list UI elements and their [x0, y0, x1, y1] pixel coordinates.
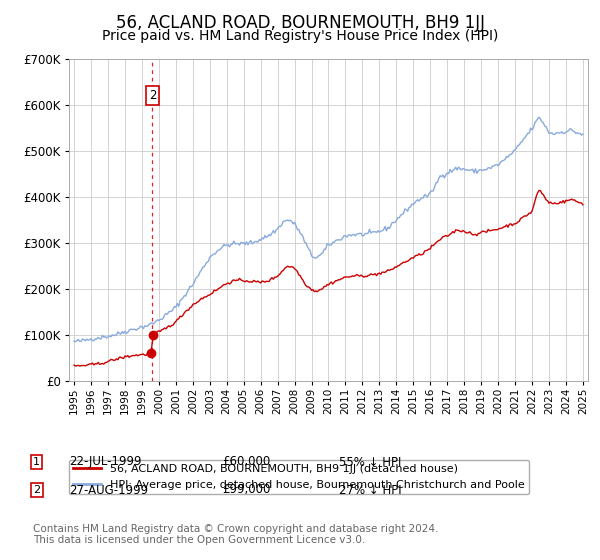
Legend: 56, ACLAND ROAD, BOURNEMOUTH, BH9 1JJ (detached house), HPI: Average price, deta: 56, ACLAND ROAD, BOURNEMOUTH, BH9 1JJ (d…: [69, 460, 529, 494]
Text: 1: 1: [33, 457, 40, 467]
Text: 55% ↓ HPI: 55% ↓ HPI: [339, 455, 401, 469]
Text: 2: 2: [33, 485, 40, 495]
Text: Contains HM Land Registry data © Crown copyright and database right 2024.
This d: Contains HM Land Registry data © Crown c…: [33, 524, 439, 545]
Text: Price paid vs. HM Land Registry's House Price Index (HPI): Price paid vs. HM Land Registry's House …: [102, 29, 498, 43]
Text: 56, ACLAND ROAD, BOURNEMOUTH, BH9 1JJ: 56, ACLAND ROAD, BOURNEMOUTH, BH9 1JJ: [115, 14, 485, 32]
Text: 22-JUL-1999: 22-JUL-1999: [69, 455, 142, 469]
Text: £99,000: £99,000: [222, 483, 271, 497]
Text: 27-AUG-1999: 27-AUG-1999: [69, 483, 148, 497]
Text: £60,000: £60,000: [222, 455, 270, 469]
Text: 27% ↓ HPI: 27% ↓ HPI: [339, 483, 401, 497]
Text: 2: 2: [149, 89, 156, 102]
